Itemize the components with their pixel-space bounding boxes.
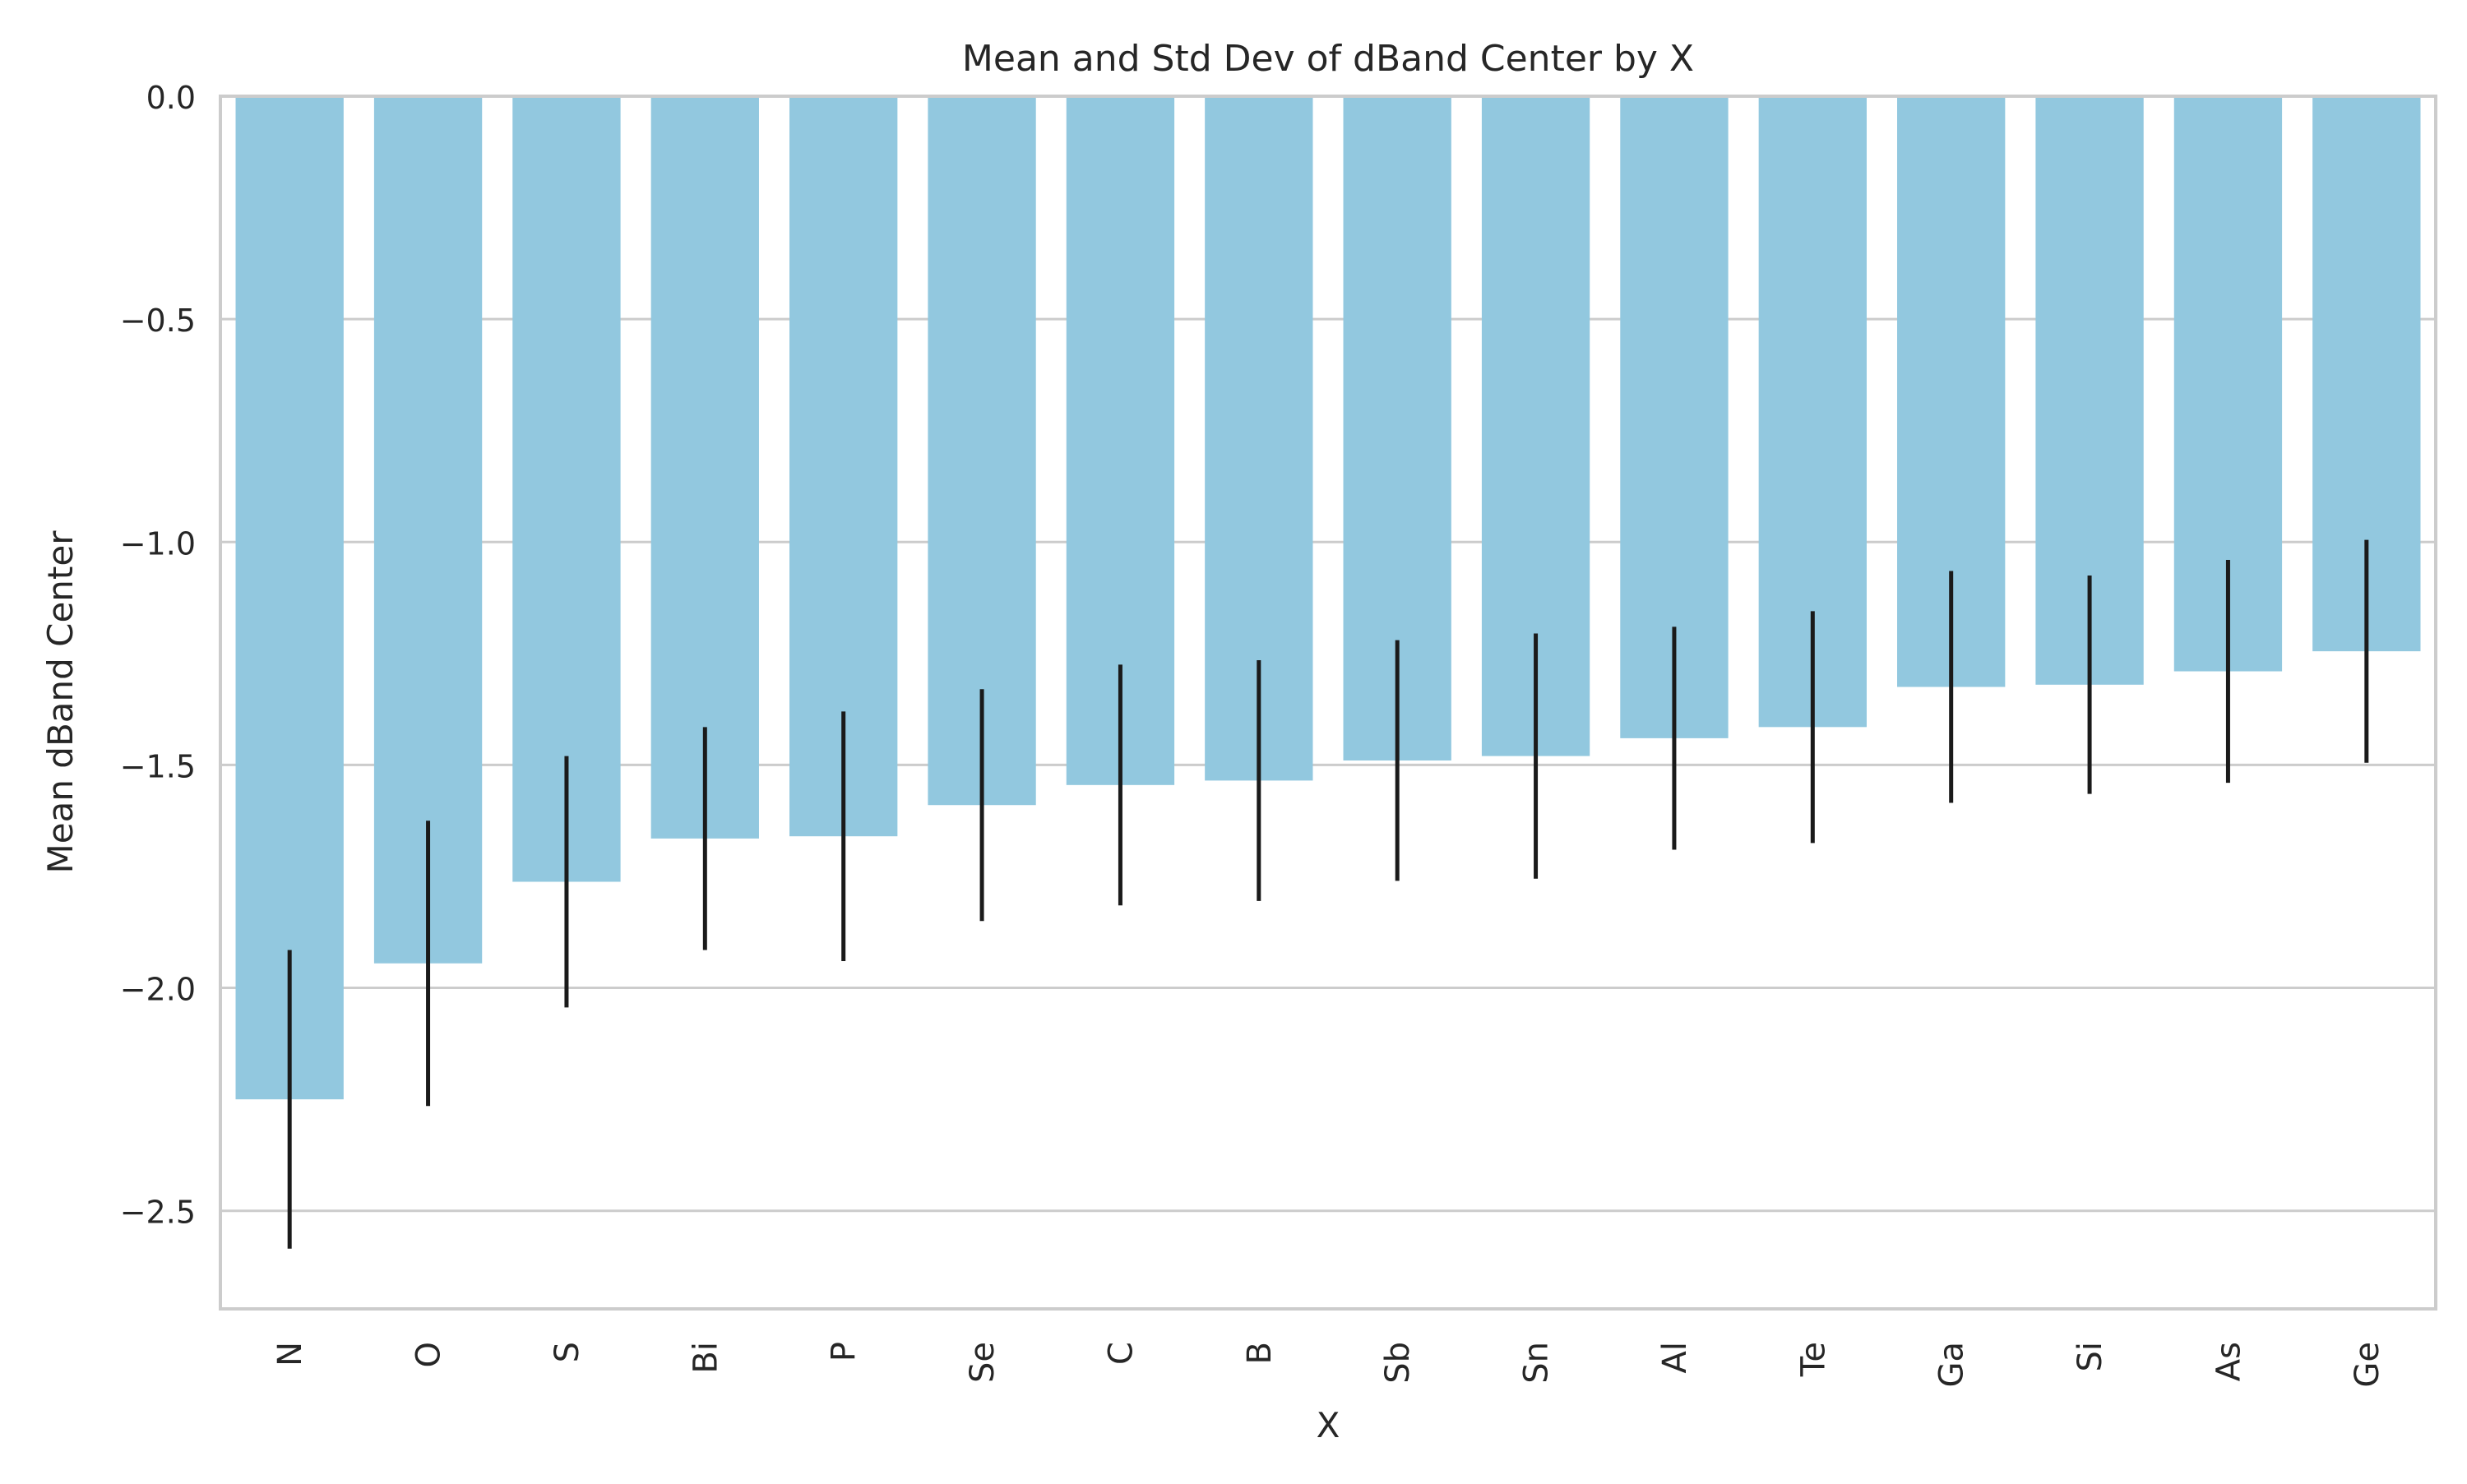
y-tick-label: −2.0 bbox=[120, 972, 196, 1008]
bar-Se bbox=[928, 96, 1036, 806]
x-tick-label: Te bbox=[1794, 1342, 1832, 1377]
x-axis-label: X bbox=[1317, 1405, 1340, 1445]
bar-S bbox=[512, 96, 621, 882]
x-tick-label: Si bbox=[2071, 1342, 2109, 1372]
x-tick-label: O bbox=[410, 1342, 448, 1367]
x-tick-label: Sb bbox=[1379, 1342, 1417, 1384]
chart-title: Mean and Std Dev of dBand Center by X bbox=[962, 38, 1694, 80]
x-tick-label: C bbox=[1102, 1342, 1140, 1365]
x-tick-label: S bbox=[548, 1342, 586, 1362]
x-tick-label: Se bbox=[964, 1342, 1002, 1383]
bar-N bbox=[235, 96, 344, 1100]
x-tick-label: Al bbox=[1656, 1342, 1694, 1373]
x-tick-label: Ga bbox=[1933, 1342, 1971, 1388]
y-tick-labels: 0.0 −0.5 −1.0 −1.5 −2.0 −2.5 bbox=[120, 80, 196, 1231]
y-tick-label: 0.0 bbox=[146, 80, 196, 116]
x-tick-label: N bbox=[271, 1342, 309, 1366]
x-tick-label: B bbox=[1241, 1342, 1279, 1364]
y-tick-label: −0.5 bbox=[120, 303, 196, 339]
x-tick-label: Sn bbox=[1518, 1342, 1556, 1384]
x-tick-label: As bbox=[2210, 1342, 2247, 1381]
error-bars bbox=[287, 539, 2369, 1249]
y-tick-label: −2.5 bbox=[120, 1195, 196, 1231]
x-tick-label: Bi bbox=[687, 1342, 724, 1374]
y-axis-label: Mean dBand Center bbox=[40, 530, 81, 874]
plot-frame bbox=[219, 95, 2437, 1311]
y-tick-label: −1.5 bbox=[120, 748, 196, 784]
bar-O bbox=[373, 96, 483, 964]
x-tick-labels: N O S Bi P Se C B Sb Sn Al Te Ga Si As Ge bbox=[271, 1342, 2386, 1388]
x-tick-label: Ge bbox=[2349, 1342, 2386, 1388]
bar-Bi bbox=[650, 96, 759, 839]
x-tick-label: P bbox=[826, 1342, 863, 1361]
y-tick-label: −1.0 bbox=[120, 525, 196, 562]
